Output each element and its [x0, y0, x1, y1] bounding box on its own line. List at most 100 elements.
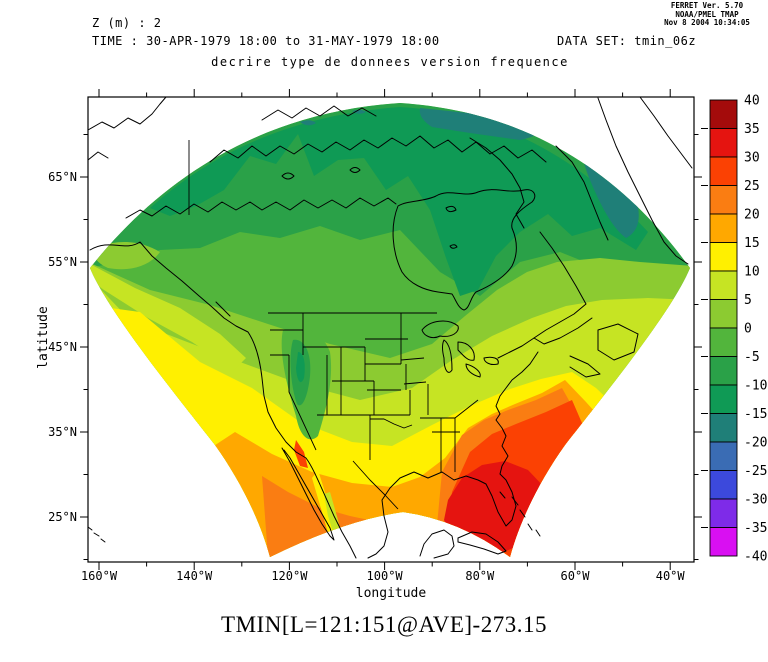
colorbar-level-label: -35 — [744, 521, 767, 536]
colorbar-level-label: -30 — [744, 493, 767, 508]
colorbar-cell — [709, 327, 738, 357]
colorbar-level-label: 30 — [744, 151, 760, 166]
coastlines — [87, 96, 693, 559]
coast-arctic-islands — [209, 135, 547, 163]
colorbar-cell — [709, 384, 738, 414]
island-hudson-2 — [449, 244, 458, 249]
colorbar-level-label: 25 — [744, 179, 760, 194]
colorbar-level-label: 0 — [744, 322, 752, 337]
coast-baja — [281, 447, 335, 541]
x-tick-label: 140°W — [176, 569, 213, 583]
x-tick-label: 80°W — [465, 569, 495, 583]
stamp-org: NOAA/PMEL TMAP — [675, 9, 739, 19]
colorbar-level-label: 15 — [744, 236, 760, 251]
plot-frame — [87, 96, 695, 563]
coast-pacific-mainland — [89, 241, 357, 559]
coast-greenland-east — [639, 96, 693, 169]
y-tick-label: 65°N — [48, 170, 77, 184]
x-tick-label: 160°W — [81, 569, 118, 583]
lake-superior — [421, 320, 459, 339]
colorbar-cell — [709, 527, 738, 557]
coast-yucatan — [419, 529, 455, 559]
y-tick-label: 25°N — [48, 510, 77, 524]
colorbar-cell — [709, 128, 738, 158]
colorbar-level-label: 10 — [744, 265, 760, 280]
coast-siberia-2 — [87, 151, 109, 161]
coast-atlantic-gulf — [367, 351, 539, 559]
colorbar-level-label: 5 — [744, 293, 752, 308]
field-teal-spot-1 — [300, 120, 316, 126]
coast-arctic — [125, 197, 397, 219]
y-tick-label: 35°N — [48, 425, 77, 439]
coast-arctic-islands-top — [261, 105, 377, 121]
field-baja-orangered-speck — [294, 440, 308, 468]
colorbar-cell — [709, 299, 738, 329]
lake-huron — [457, 341, 475, 361]
axis-ticks: 160°W 140°W 120°W 100°W 80°W 60°W 40°W 65°N 55°N… — [48, 89, 702, 583]
y-tick-label: 45°N — [48, 340, 77, 354]
time-range-label: TIME : 30-APR-1979 18:00 to 31-MAY-1979 … — [92, 34, 440, 48]
colorbar-cell — [709, 99, 738, 129]
colorbar-level-label: 20 — [744, 208, 760, 223]
islands-hawaii-marks — [87, 526, 106, 543]
coast-nova-scotia — [569, 355, 601, 378]
colorbar-cell — [709, 498, 738, 528]
y-tick-label: 55°N — [48, 255, 77, 269]
colorbar-cell — [709, 356, 738, 386]
stamp-date: Nov 8 2004 10:34:05 — [664, 18, 750, 27]
colorbar-level-label: 40 — [744, 94, 760, 109]
x-tick-label: 60°W — [561, 569, 591, 583]
colorbar-cell — [709, 213, 738, 243]
stamp-version: FERRET Ver. 5.70 — [670, 1, 744, 10]
lake-erie — [465, 363, 481, 378]
lake-ontario — [483, 356, 499, 365]
field-teal-spot-2 — [352, 109, 366, 114]
islands-bahamas — [499, 491, 541, 537]
island-victoria — [281, 172, 295, 180]
field-coast-strip-yellowgreen — [90, 264, 246, 370]
borders-us-states — [268, 312, 479, 510]
island-newfoundland — [597, 323, 639, 361]
field-alaska-patch — [92, 241, 160, 270]
island-small — [349, 167, 361, 173]
temperature-field — [90, 103, 690, 557]
colorbar-cell — [709, 441, 738, 471]
coast-baffin-west — [469, 137, 525, 229]
colorbar-level-label: 35 — [744, 122, 760, 137]
colorbar: 40 35 30 25 20 15 10 5 0 -5 -10 -15 -20 -25 -30 -35 -40 — [701, 94, 767, 565]
island-cuba — [457, 531, 507, 555]
colorbar-level-label: -25 — [744, 464, 767, 479]
x-tick-label: 100°W — [367, 569, 404, 583]
colorbar-cell — [709, 470, 738, 500]
colorbar-level-label: -20 — [744, 436, 767, 451]
colorbar-cell — [709, 270, 738, 300]
field-band-arctic-emerald — [150, 107, 648, 296]
lake-michigan — [442, 339, 453, 373]
colorbar-cell — [709, 185, 738, 215]
ferret-version-stamp: FERRET Ver. 5.70 NOAA/PMEL TMAP Nov 8 20… — [648, 1, 766, 28]
field-teal-patch-top — [419, 108, 546, 140]
coast-siberia — [87, 96, 167, 131]
field-rockies-emerald-sliver — [296, 352, 305, 383]
coast-labrador — [533, 231, 593, 345]
coast-greenland-west — [597, 97, 689, 265]
coast-baffin-east — [555, 145, 609, 241]
plot-title: decrire type de donnees version frequenc… — [211, 55, 569, 69]
colorbar-level-label: -5 — [744, 350, 760, 365]
colorbar-cell — [709, 156, 738, 186]
x-axis-title: longitude — [355, 586, 427, 601]
variable-formula: TMIN[L=121:151@AVE]-273.15 — [221, 612, 547, 637]
colorbar-level-label: -40 — [744, 550, 767, 565]
x-tick-label: 40°W — [656, 569, 686, 583]
colorbar-cell — [709, 242, 738, 272]
coast-hudson-bay — [392, 189, 536, 311]
x-tick-label: 120°W — [271, 569, 308, 583]
colorbar-level-label: -10 — [744, 379, 767, 394]
island-vancouver — [215, 301, 231, 317]
island-hudson — [445, 205, 457, 213]
z-level-label: Z (m) : 2 — [92, 16, 162, 30]
colorbar-cell — [709, 413, 738, 443]
river-st-lawrence — [497, 337, 535, 359]
